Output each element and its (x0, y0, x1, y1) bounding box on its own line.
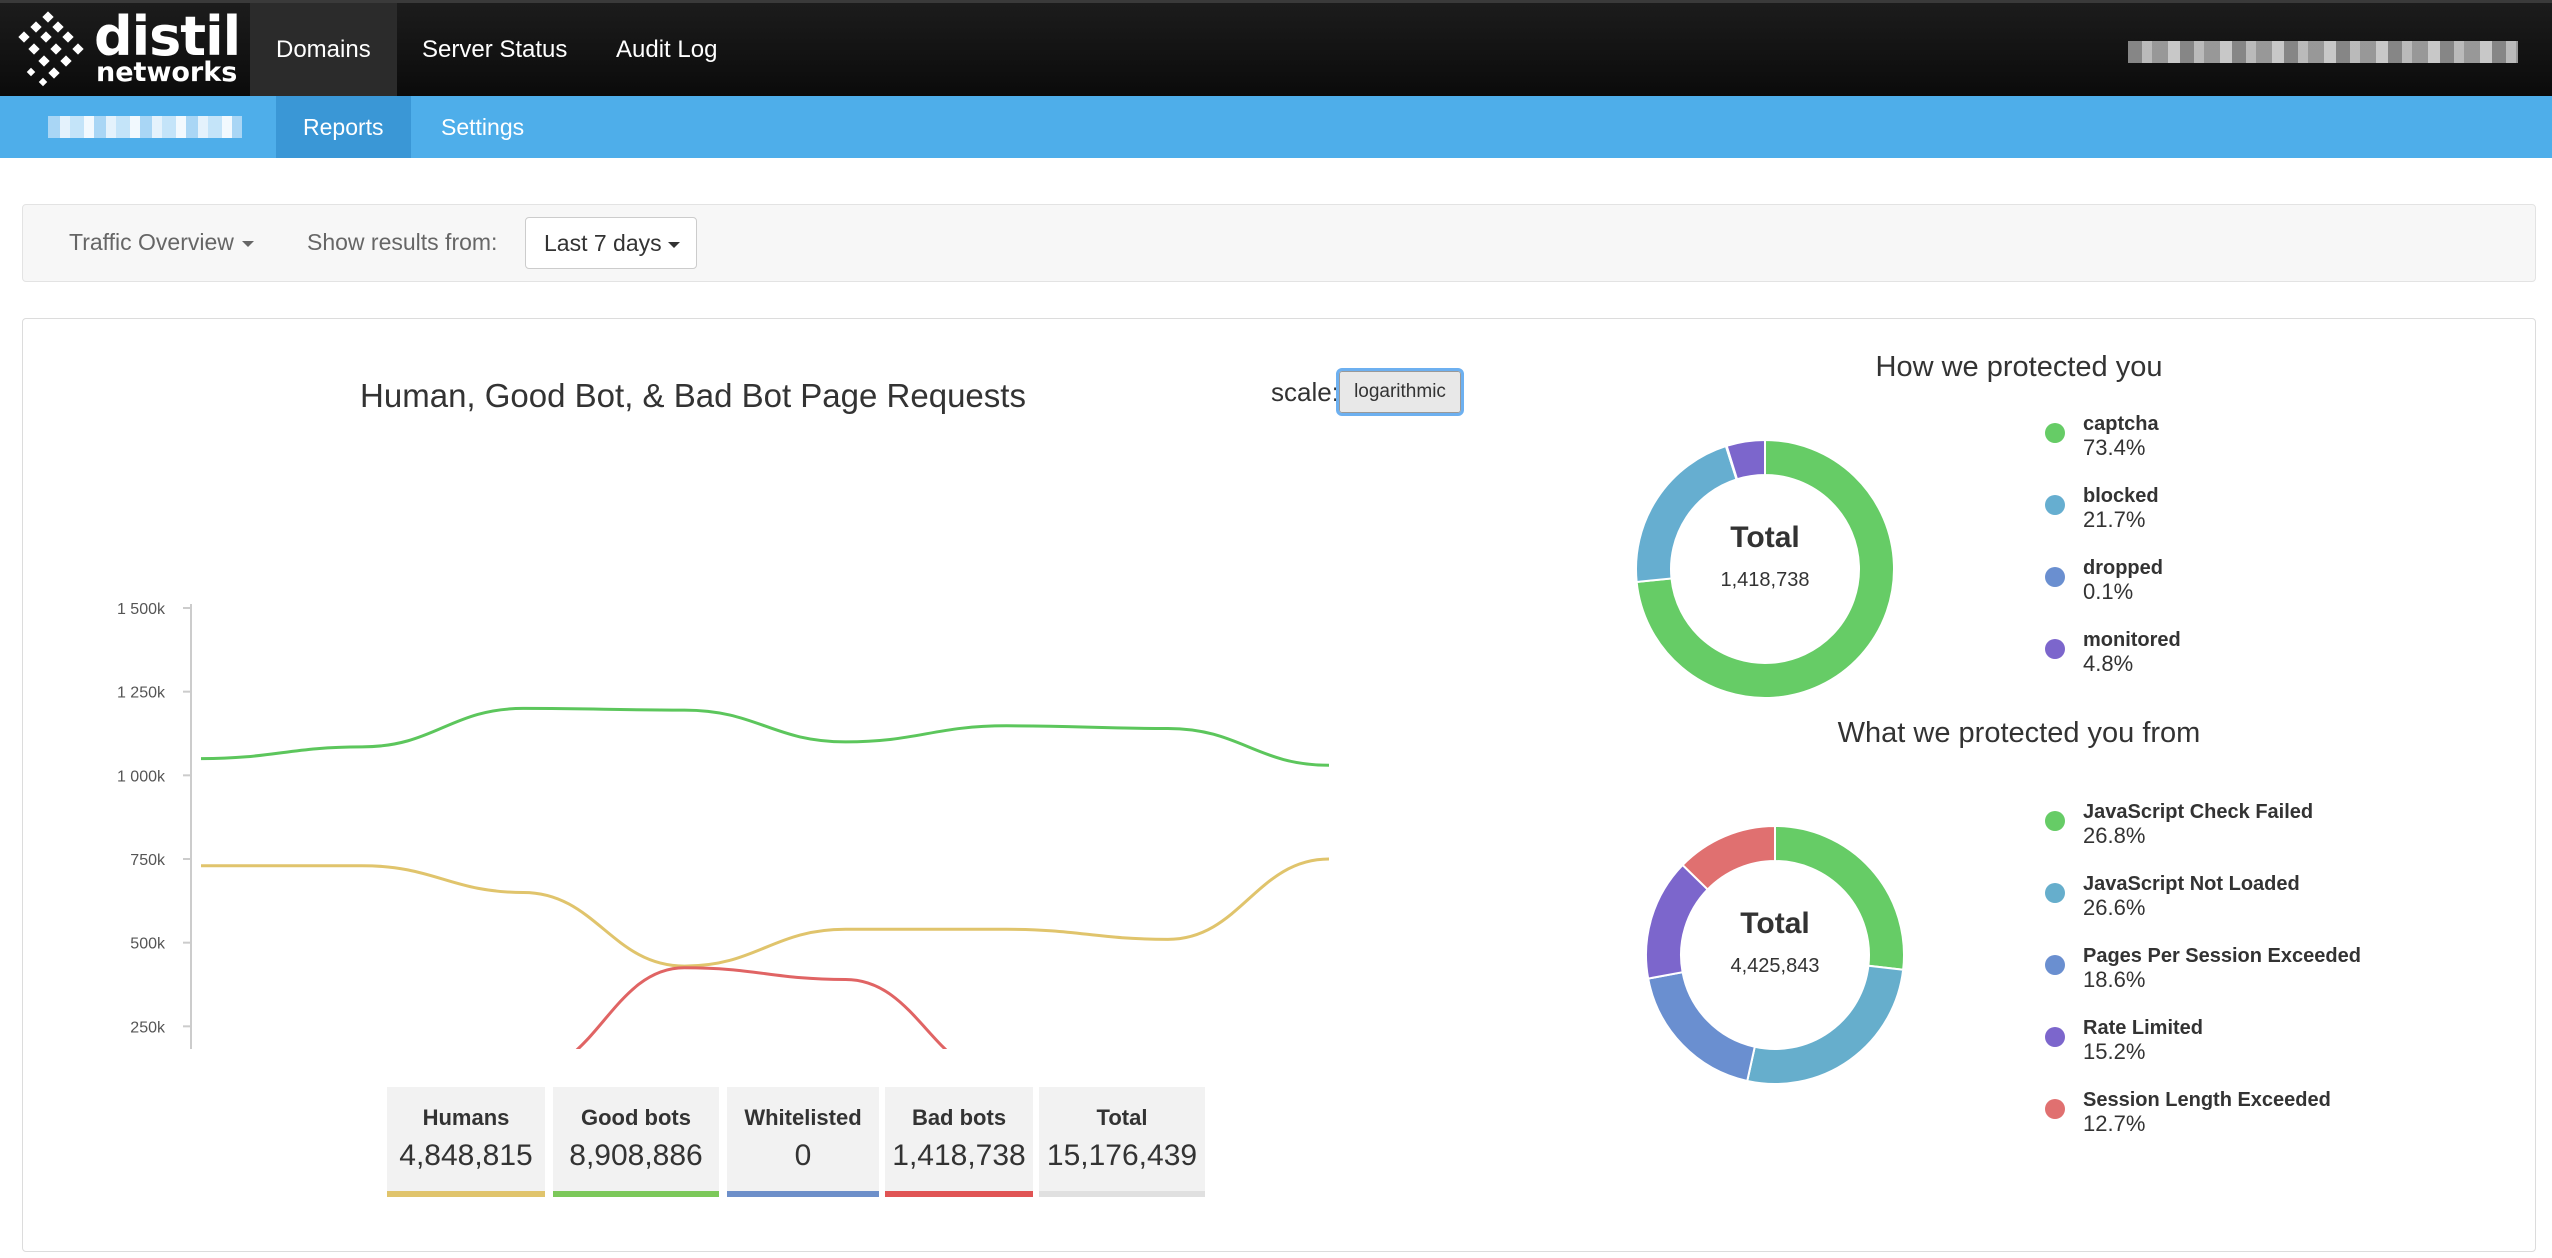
y-tick-label: 1 500k (117, 601, 166, 618)
legend-dot-icon (2045, 811, 2065, 831)
total-value: 4,848,815 (399, 1139, 533, 1172)
y-tick-label: 750k (130, 852, 166, 869)
total-label: Bad bots (911, 1105, 1007, 1130)
date-range-label: Last 7 days (544, 230, 662, 256)
total-color-bar (727, 1191, 879, 1197)
total-color-bar (885, 1191, 1033, 1197)
total-value: 1,418,738 (892, 1139, 1026, 1172)
total-label: Total (1096, 1105, 1148, 1130)
legend-percent: 73.4% (2083, 435, 2146, 460)
top-navbar: distil networks Domains Server Status Au… (0, 0, 2552, 96)
legend-percent: 15.2% (2083, 1039, 2146, 1064)
tab-settings[interactable]: Settings (441, 114, 525, 140)
protection-donut-title: How we protected you (1875, 351, 2163, 383)
logo-text-networks: networks (96, 57, 238, 88)
legend-percent: 0.1% (2083, 579, 2134, 604)
legend-percent: 18.6% (2083, 967, 2146, 992)
total-value: 8,908,886 (569, 1139, 703, 1172)
chart-title: Human, Good Bot, & Bad Bot Page Requests (360, 377, 1026, 414)
tab-reports[interactable]: Reports (276, 96, 411, 158)
total-value: 15,176,439 (1046, 1139, 1198, 1172)
series-line-bad-bots[interactable] (201, 966, 1329, 1049)
legend-percent: 26.8% (2083, 823, 2146, 848)
report-type-label: Traffic Overview (69, 229, 234, 255)
protection-total-label: Total (1730, 521, 1800, 554)
legend-percent: 21.7% (2083, 507, 2146, 532)
threats-donut-chart (1645, 824, 1905, 1085)
legend-dot-icon (2045, 1027, 2065, 1047)
y-tick-label: 250k (130, 1019, 166, 1036)
threats-total: Total 4,425,843 (1685, 907, 1865, 978)
y-tick-label: 500k (130, 936, 166, 953)
total-label: Good bots (581, 1105, 691, 1130)
threats-slice-session-length-exceeded[interactable] (1681, 824, 1776, 891)
total-color-bar (553, 1191, 719, 1197)
sub-navbar: Reports Settings (0, 96, 2552, 158)
total-label: Humans (422, 1105, 510, 1130)
date-range-dropdown[interactable]: Last 7 days (525, 217, 697, 269)
threats-slice-javascript-not-loaded[interactable] (1746, 964, 1905, 1085)
protection-total-value: 1,418,738 (1720, 569, 1810, 591)
total-all: Total 15,176,439 (1039, 1087, 1205, 1197)
distil-logo[interactable]: distil networks (14, 9, 241, 91)
total-color-bar (1039, 1191, 1205, 1197)
chevron-down-icon (667, 241, 680, 248)
report-panel: Human, Good Bot, & Bad Bot Page Requests… (22, 318, 2536, 1252)
legend-dot-icon (2045, 495, 2065, 515)
nav-domains[interactable]: Domains (250, 3, 397, 96)
legend-name: monitored (2083, 629, 2181, 651)
legend-percent: 12.7% (2083, 1111, 2146, 1136)
total-humans: Humans 4,848,815 (387, 1087, 545, 1197)
user-menu-redacted[interactable] (2128, 41, 2518, 63)
total-value: 0 (794, 1139, 812, 1172)
total-color-bar (387, 1191, 545, 1197)
protection-donut-chart (1635, 438, 1895, 699)
threats-donut-title: What we protected you from (1837, 717, 2201, 749)
legend-dot-icon (2045, 567, 2065, 587)
legend-name: Session Length Exceeded (2083, 1089, 2331, 1111)
series-line-humans[interactable] (201, 857, 1330, 968)
legend-name: blocked (2083, 485, 2159, 507)
y-tick-label: 1 000k (117, 768, 166, 785)
legend-name: Rate Limited (2083, 1017, 2204, 1039)
scale-label: scale: (1271, 377, 1339, 407)
protection-total: Total 1,418,738 (1675, 521, 1855, 592)
legend-name: JavaScript Check Failed (2083, 801, 2314, 823)
legend-name: JavaScript Not Loaded (2083, 873, 2300, 895)
threats-slice-pages-per-session-exceeded[interactable] (1647, 971, 1756, 1083)
legend-name: captcha (2083, 413, 2159, 435)
report-type-dropdown[interactable]: Traffic Overview (69, 229, 254, 256)
legend-name: dropped (2083, 557, 2163, 579)
domain-selector-redacted[interactable] (48, 116, 242, 138)
legend-dot-icon (2045, 639, 2065, 659)
series-line-good-bots[interactable] (200, 706, 1330, 767)
legend-percent: 26.6% (2083, 895, 2146, 920)
legend-dot-icon (2045, 1099, 2065, 1119)
show-results-label: Show results from: (307, 229, 498, 255)
legend-dot-icon (2045, 955, 2065, 975)
threats-total-label: Total (1740, 907, 1810, 940)
legend-percent: 4.8% (2083, 651, 2134, 676)
threats-total-value: 4,425,843 (1730, 955, 1820, 977)
legend-name: Pages Per Session Exceeded (2083, 945, 2361, 967)
logo-mark-icon (18, 11, 84, 87)
chevron-down-icon (241, 240, 254, 247)
nav-audit-log[interactable]: Audit Log (616, 36, 718, 63)
total-whitelisted: Whitelisted 0 (727, 1087, 879, 1197)
total-good-bots: Good bots 8,908,886 (553, 1087, 719, 1197)
legend-dot-icon (2045, 423, 2065, 443)
total-bad-bots: Bad bots 1,418,738 (885, 1087, 1033, 1197)
legend-dot-icon (2045, 883, 2065, 903)
total-label: Whitelisted (744, 1105, 862, 1130)
report-filter-bar: Traffic Overview Show results from: Last… (22, 204, 2536, 282)
protection-slice-captcha[interactable] (1635, 438, 1895, 699)
nav-server-status[interactable]: Server Status (422, 36, 568, 63)
y-tick-label: 1 250k (117, 685, 166, 702)
protection-slice-monitored[interactable] (1725, 438, 1766, 481)
scale-toggle-button[interactable]: logarithmic (1336, 368, 1464, 416)
logo-text-distil: distil (94, 5, 241, 68)
